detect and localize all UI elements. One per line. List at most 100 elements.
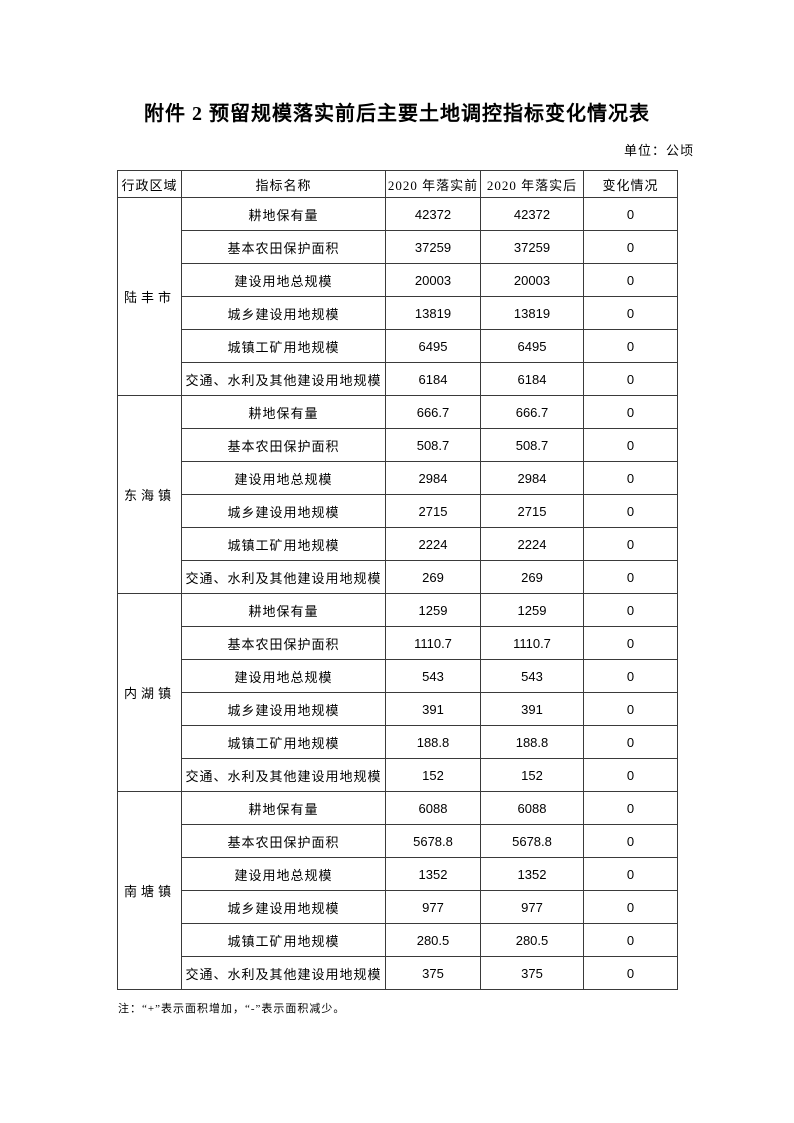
change-cell: 0 (583, 230, 678, 264)
indicator-cell: 交通、水利及其他建设用地规模 (181, 758, 386, 792)
value-after-cell: 543 (480, 659, 584, 693)
value-after-cell: 666.7 (480, 395, 584, 429)
table-row: 内湖镇 耕地保有量 1259 1259 0 (117, 593, 678, 792)
value-after-cell: 508.7 (480, 428, 584, 462)
value-after-cell: 2984 (480, 461, 584, 495)
change-cell: 0 (583, 923, 678, 957)
table-row: 城镇工矿用地规模 188.8 188.8 0 (118, 725, 678, 759)
value-after-cell: 6184 (480, 362, 584, 396)
change-cell: 0 (583, 395, 678, 429)
table-row: 东海镇 耕地保有量 666.7 666.7 0 (117, 395, 678, 594)
value-before-cell: 37259 (385, 230, 481, 264)
indicator-cell: 建设用地总规模 (181, 263, 386, 297)
value-before-cell: 152 (385, 758, 481, 792)
value-before-cell: 2224 (385, 527, 481, 561)
change-cell: 0 (583, 296, 678, 330)
change-cell: 0 (583, 758, 678, 792)
page-title: 附件 2 预留规模落实前后主要土地调控指标变化情况表 (144, 103, 650, 125)
indicator-cell: 城镇工矿用地规模 (181, 923, 386, 957)
header-region: 行政区域 (117, 170, 182, 198)
value-after-cell: 188.8 (480, 725, 584, 759)
table-row: 城镇工矿用地规模 6495 6495 0 (118, 329, 678, 363)
value-before-cell: 391 (385, 692, 481, 726)
change-cell: 0 (583, 263, 678, 297)
indicator-cell: 城镇工矿用地规模 (181, 329, 386, 363)
indicator-cell: 交通、水利及其他建设用地规模 (181, 956, 386, 990)
table-row: 城乡建设用地规模 391 391 0 (118, 692, 678, 726)
value-before-cell: 42372 (385, 197, 481, 231)
table-row: 交通、水利及其他建设用地规模 375 375 0 (118, 956, 678, 990)
value-before-cell: 1110.7 (385, 626, 481, 660)
change-cell: 0 (583, 626, 678, 660)
change-cell: 0 (583, 956, 678, 990)
header-after: 2020 年落实后 (480, 170, 584, 198)
value-after-cell: 1352 (480, 857, 584, 891)
value-after-cell: 42372 (480, 197, 584, 231)
table-row: 建设用地总规模 2984 2984 0 (118, 461, 678, 495)
indicator-cell: 城乡建设用地规模 (181, 890, 386, 924)
change-cell: 0 (583, 329, 678, 363)
value-before-cell: 1259 (385, 593, 481, 627)
value-after-cell: 2224 (480, 527, 584, 561)
indicator-cell: 建设用地总规模 (181, 461, 386, 495)
value-after-cell: 375 (480, 956, 584, 990)
indicator-cell: 城镇工矿用地规模 (181, 527, 386, 561)
value-before-cell: 1352 (385, 857, 481, 891)
indicator-cell: 建设用地总规模 (181, 857, 386, 891)
value-before-cell: 2715 (385, 494, 481, 528)
value-before-cell: 375 (385, 956, 481, 990)
value-before-cell: 5678.8 (385, 824, 481, 858)
value-after-cell: 1110.7 (480, 626, 584, 660)
indicator-cell: 耕地保有量 (181, 395, 386, 429)
change-cell: 0 (583, 461, 678, 495)
indicator-change-table: 行政区域 指标名称 2020 年落实前 2020 年落实后 变化情况 陆丰市 耕… (117, 170, 678, 990)
value-after-cell: 269 (480, 560, 584, 594)
change-cell: 0 (583, 593, 678, 627)
table-row: 基本农田保护面积 508.7 508.7 0 (118, 428, 678, 462)
table-row: 城乡建设用地规模 2715 2715 0 (118, 494, 678, 528)
value-after-cell: 20003 (480, 263, 584, 297)
header-change: 变化情况 (583, 170, 678, 198)
value-after-cell: 37259 (480, 230, 584, 264)
table-row: 交通、水利及其他建设用地规模 152 152 0 (118, 758, 678, 792)
value-before-cell: 2984 (385, 461, 481, 495)
value-after-cell: 2715 (480, 494, 584, 528)
indicator-cell: 交通、水利及其他建设用地规模 (181, 362, 386, 396)
indicator-cell: 基本农田保护面积 (181, 626, 386, 660)
change-cell: 0 (583, 791, 678, 825)
value-before-cell: 6495 (385, 329, 481, 363)
change-cell: 0 (583, 362, 678, 396)
region-cell: 南塘镇 (117, 791, 182, 990)
table-row: 交通、水利及其他建设用地规模 269 269 0 (118, 560, 678, 594)
header-before: 2020 年落实前 (385, 170, 481, 198)
unit-label: 单位：公顷 (623, 143, 694, 158)
change-cell: 0 (583, 824, 678, 858)
table-row: 城乡建设用地规模 977 977 0 (118, 890, 678, 924)
value-after-cell: 13819 (480, 296, 584, 330)
value-after-cell: 391 (480, 692, 584, 726)
table-row: 交通、水利及其他建设用地规模 6184 6184 0 (118, 362, 678, 396)
indicator-cell: 基本农田保护面积 (181, 230, 386, 264)
change-cell: 0 (583, 659, 678, 693)
table-row: 建设用地总规模 1352 1352 0 (118, 857, 678, 891)
value-before-cell: 269 (385, 560, 481, 594)
indicator-cell: 耕地保有量 (181, 593, 386, 627)
change-cell: 0 (583, 494, 678, 528)
table-row: 建设用地总规模 20003 20003 0 (118, 263, 678, 297)
header-indicator: 指标名称 (181, 170, 386, 198)
value-before-cell: 666.7 (385, 395, 481, 429)
change-cell: 0 (583, 527, 678, 561)
value-before-cell: 543 (385, 659, 481, 693)
value-after-cell: 1259 (480, 593, 584, 627)
region-cell: 东海镇 (117, 395, 182, 594)
indicator-cell: 基本农田保护面积 (181, 428, 386, 462)
value-before-cell: 977 (385, 890, 481, 924)
value-after-cell: 977 (480, 890, 584, 924)
value-before-cell: 508.7 (385, 428, 481, 462)
value-before-cell: 6088 (385, 791, 481, 825)
region-cell: 内湖镇 (117, 593, 182, 792)
value-after-cell: 6495 (480, 329, 584, 363)
table-row: 城乡建设用地规模 13819 13819 0 (118, 296, 678, 330)
indicator-cell: 耕地保有量 (181, 791, 386, 825)
